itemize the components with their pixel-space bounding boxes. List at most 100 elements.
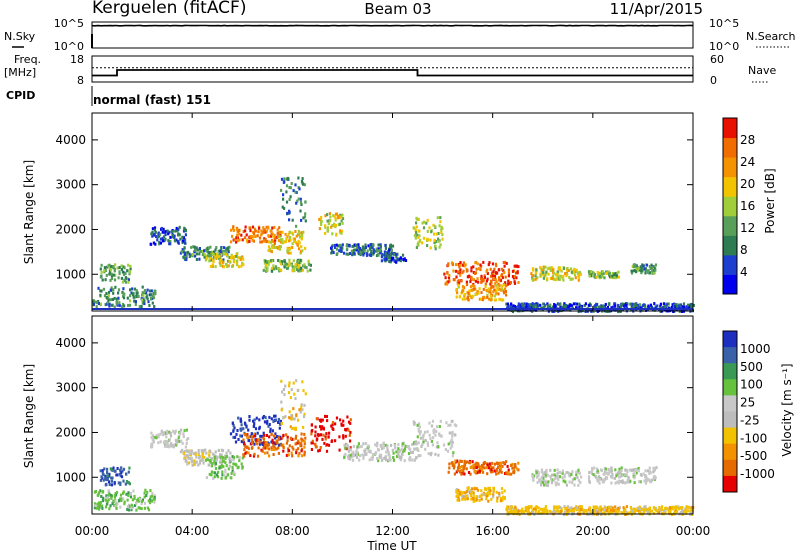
power-echo-cell: [505, 284, 508, 288]
velocity-echo-cell: [565, 483, 568, 487]
velocity-echo-cell: [109, 504, 112, 508]
power-echo-cell: [283, 260, 287, 264]
velocity-echo-cell: [319, 425, 322, 429]
power-echo-cell: [653, 265, 656, 269]
power-echo-cell: [525, 304, 528, 308]
velocity-echo-cell: [514, 465, 517, 469]
power-echo-cell: [477, 291, 480, 295]
velocity-echo-cell: [119, 474, 122, 478]
power-echo-cell: [466, 296, 469, 300]
power-echo-cell: [126, 296, 129, 300]
power-echo-cell: [505, 293, 508, 297]
velocity-echo-cell: [615, 474, 618, 478]
power-echo-cell: [426, 244, 429, 248]
power-echo-cell: [557, 274, 560, 278]
power-echo-cell: [497, 292, 500, 296]
velocity-echo-cell: [556, 508, 559, 512]
power-echo-cell: [654, 263, 657, 267]
velocity-echo-cell: [475, 498, 478, 502]
time-tick-label: 08:00: [275, 524, 310, 538]
velocity-echo-cell: [265, 441, 268, 445]
velocity-echo-cell: [540, 470, 544, 474]
power-echo-cell: [214, 255, 217, 259]
velocity-echo-cell: [463, 465, 466, 469]
velocity-echo-cell: [383, 456, 386, 460]
power-echo-cell: [680, 306, 683, 310]
power-y-tick-label: 3000: [55, 178, 86, 192]
velocity-echo-cell: [210, 464, 213, 468]
velocity-echo-cell: [237, 416, 240, 420]
velocity-echo-cell: [227, 467, 230, 471]
power-echo-cell: [471, 284, 474, 288]
power-echo-cell: [121, 290, 124, 294]
power-echo-cell: [475, 267, 478, 271]
velocity-echo-cell: [492, 466, 495, 470]
velocity-echo-cell: [190, 456, 193, 460]
velocity-echo-cell: [394, 446, 397, 450]
velocity-echo-cell: [469, 472, 472, 476]
velocity-echo-cell: [463, 472, 466, 476]
velocity-echo-cell: [549, 468, 552, 472]
velocity-echo-cell: [199, 455, 202, 459]
power-echo-cell: [110, 277, 114, 280]
velocity-echo-cell: [314, 434, 317, 438]
velocity-echo-cell: [542, 472, 545, 476]
power-echo-cell: [303, 215, 307, 219]
power-echo-cell: [462, 289, 465, 292]
power-echo-cell: [692, 303, 695, 307]
velocity-echo-cell: [637, 469, 640, 473]
velocity-echo-cell: [685, 505, 688, 509]
power-echo-cell: [402, 258, 405, 261]
power-echo-cell: [294, 263, 297, 266]
power-echo-cell: [307, 260, 310, 264]
power-echo-cell: [301, 249, 304, 253]
power-echo-cell: [306, 269, 309, 273]
velocity-echo-cell: [273, 414, 276, 418]
power-echo-cell: [575, 268, 578, 272]
velocity-echo-cell: [227, 449, 230, 453]
power-echo-cell: [482, 260, 485, 264]
velocity-echo-cell: [680, 506, 683, 510]
velocity-echo-cell: [652, 511, 656, 515]
power-echo-cell: [479, 297, 482, 301]
velocity-echo-cell: [180, 439, 183, 443]
velocity-echo-cell: [625, 505, 628, 509]
velocity-echo-cell: [465, 495, 468, 498]
power-echo-cell: [299, 209, 302, 213]
velocity-echo-cell: [418, 425, 421, 429]
velocity-echo-cell: [119, 481, 122, 485]
velocity-echo-cell: [262, 436, 265, 440]
power-echo-cell: [266, 240, 269, 243]
velocity-echo-cell: [210, 470, 213, 474]
velocity-echo-cell: [379, 443, 382, 447]
velocity-echo-cell: [381, 458, 384, 462]
power-echo-cell: [388, 259, 391, 263]
power-echo-cell: [299, 200, 303, 204]
velocity-echo-cell: [409, 448, 412, 452]
power-echo-cell: [107, 298, 110, 302]
velocity-echo-cell: [317, 449, 320, 453]
velocity-echo-cell: [446, 449, 450, 453]
power-echo-cell: [203, 255, 206, 259]
power-echo-cell: [127, 263, 130, 267]
power-echo-cell: [340, 215, 343, 219]
power-echo-cell: [444, 282, 447, 286]
velocity-echo-cell: [153, 494, 156, 498]
power-echo-cell: [395, 255, 398, 259]
power-echo-cell: [298, 268, 301, 272]
power-echo-cell: [303, 183, 306, 187]
velocity-echo-cell: [231, 469, 234, 473]
velocity-echo-cell: [575, 508, 578, 512]
power-echo-cell: [278, 245, 281, 249]
power-echo-cell: [488, 261, 491, 265]
power-echo-cell: [141, 298, 144, 302]
velocity-echo-cell: [197, 449, 200, 452]
velocity-echo-cell: [553, 468, 556, 472]
velocity-echo-cell: [182, 432, 185, 436]
power-echo-cell: [515, 276, 518, 280]
power-echo-cell: [513, 275, 517, 278]
power-echo-cell: [370, 251, 373, 255]
power-echo-cell: [557, 267, 560, 271]
power-echo-cell: [249, 226, 252, 230]
power-echo-cell: [289, 251, 292, 255]
